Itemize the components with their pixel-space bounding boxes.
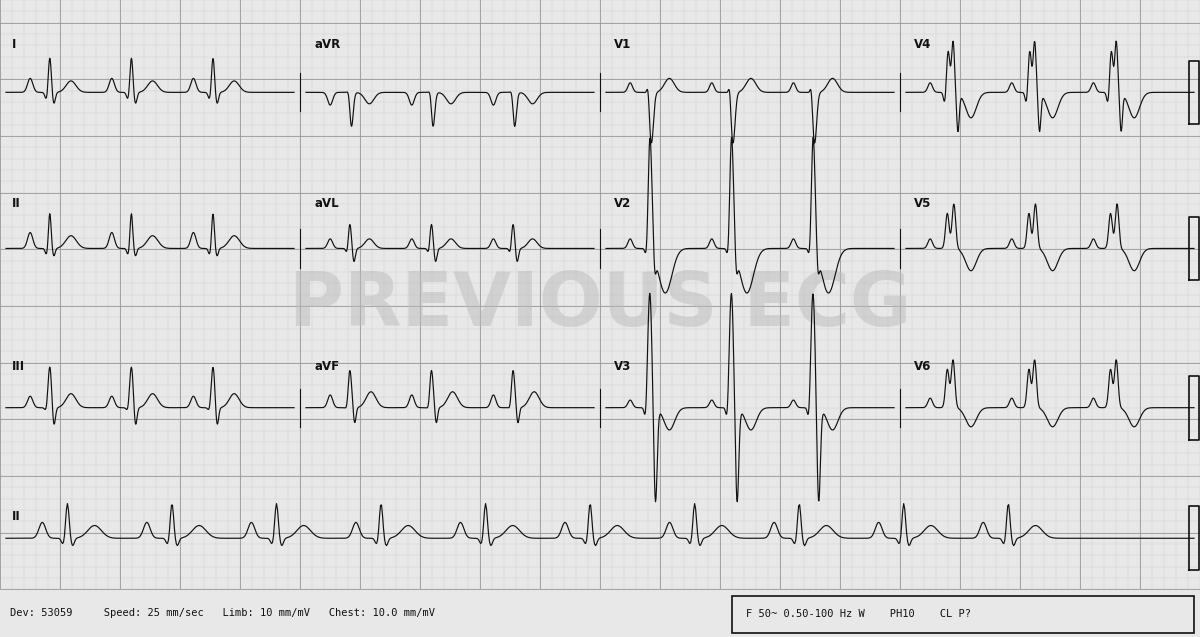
Text: V2: V2 [614,197,631,210]
Text: II: II [12,197,20,210]
Text: III: III [12,360,25,373]
Text: V4: V4 [914,38,931,51]
Text: V1: V1 [614,38,631,51]
Text: V5: V5 [914,197,931,210]
Bar [0,589,1200,637]
Text: PREVIOUS ECG: PREVIOUS ECG [289,269,911,342]
Text: Dev: 53059     Speed: 25 mm/sec   Limb: 10 mm/mV   Chest: 10.0 mm/mV: Dev: 53059 Speed: 25 mm/sec Limb: 10 mm/… [10,608,434,618]
Text: I: I [12,38,17,51]
Text: aVL: aVL [314,197,340,210]
Text: F 50~ 0.50-100 Hz W    PH10    CL P?: F 50~ 0.50-100 Hz W PH10 CL P? [746,609,972,619]
Text: aVR: aVR [314,38,341,51]
Bar [732,596,1194,633]
Text: V3: V3 [614,360,631,373]
Text: II: II [12,510,20,522]
Text: V6: V6 [914,360,931,373]
Text: aVF: aVF [314,360,340,373]
